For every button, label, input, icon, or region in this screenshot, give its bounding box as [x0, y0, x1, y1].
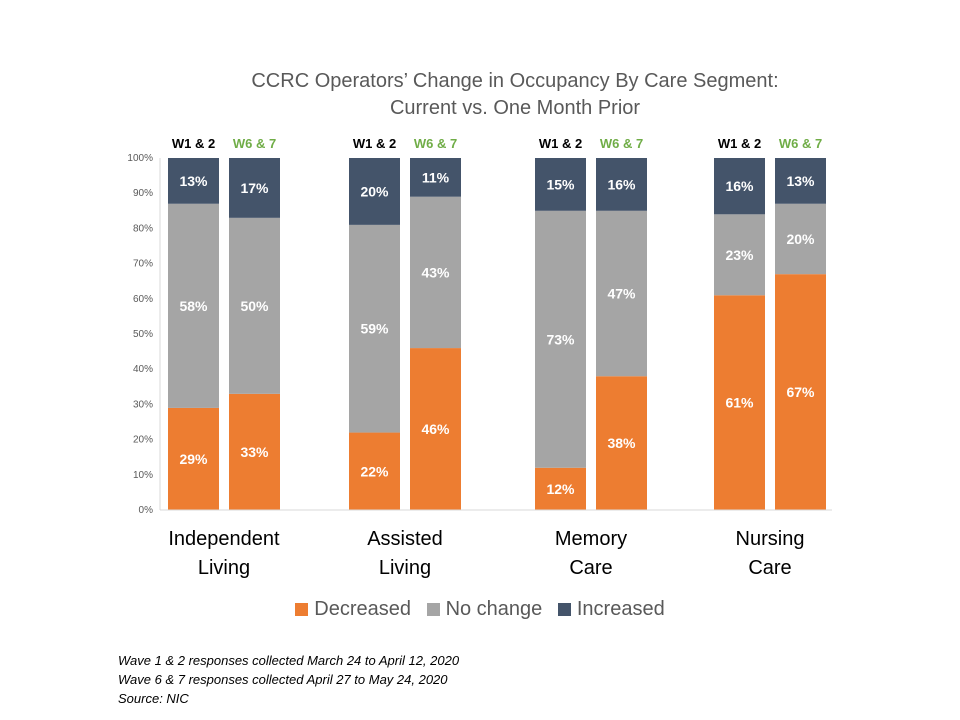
y-tick-label: 50%	[133, 329, 153, 340]
wave-label: W1 & 2	[539, 136, 582, 151]
legend-label-decreased: Decreased	[314, 598, 411, 620]
y-tick-label: 0%	[139, 505, 154, 516]
y-tick-label: 40%	[133, 364, 153, 375]
chart-title: CCRC Operators’ Change in Occupancy By C…	[200, 68, 830, 122]
bar-segment-decreased	[349, 432, 400, 510]
data-label-increased: 16%	[607, 176, 636, 192]
wave-label: W6 & 7	[600, 136, 643, 151]
data-label-decreased: 22%	[360, 463, 389, 479]
data-label-no-change: 47%	[607, 286, 636, 302]
data-label-no-change: 43%	[421, 264, 450, 280]
data-label-decreased: 38%	[607, 435, 636, 451]
category-label: Assisted Living	[325, 525, 485, 583]
bar-segment-decreased	[596, 376, 647, 510]
y-tick-label: 80%	[133, 223, 153, 234]
bar-segment-no-change	[596, 210, 647, 377]
bar-segment-no-change	[349, 224, 400, 433]
data-label-increased: 15%	[546, 176, 575, 192]
wave-label: W6 & 7	[233, 136, 276, 151]
data-label-no-change: 23%	[725, 247, 754, 263]
data-label-decreased: 61%	[725, 395, 754, 411]
footnote-source: Source: NIC	[118, 691, 189, 706]
legend-swatch-decreased	[295, 603, 309, 616]
data-label-decreased: 12%	[546, 481, 575, 497]
y-tick-label: 20%	[133, 435, 153, 446]
data-label-increased: 13%	[179, 173, 208, 189]
data-label-no-change: 50%	[240, 298, 269, 314]
data-label-no-change: 73%	[546, 331, 575, 347]
category-label-line: Living	[197, 557, 251, 579]
bar-segment-no-change	[714, 214, 765, 296]
bar-segment-no-change	[775, 203, 826, 275]
wave-label: W1 & 2	[172, 136, 215, 151]
category-label-line: Nursing	[735, 528, 805, 550]
category-label: Nursing Care	[690, 525, 850, 583]
legend-swatch-no-change	[426, 603, 440, 616]
bar-segment-increased	[229, 158, 280, 218]
footnote-wave-1-2: Wave 1 & 2 responses collected March 24 …	[118, 653, 460, 668]
bar-segment-increased	[410, 158, 461, 197]
category-label-line: Care	[748, 557, 792, 579]
data-label-decreased: 29%	[179, 451, 208, 467]
data-label-no-change: 20%	[786, 231, 815, 247]
bar-segment-no-change	[410, 196, 461, 349]
footnotes: Wave 1 & 2 responses collected March 24 …	[118, 651, 459, 708]
y-tick-label: 90%	[133, 188, 153, 199]
wave-label: W1 & 2	[353, 136, 396, 151]
bar-segment-no-change	[229, 217, 280, 394]
bar-segment-decreased	[714, 295, 765, 510]
bar-segment-decreased	[775, 274, 826, 510]
bar-segment-increased	[168, 158, 219, 204]
data-label-increased: 20%	[360, 183, 389, 199]
data-label-no-change: 58%	[179, 298, 208, 314]
bar-segment-decreased	[535, 467, 586, 510]
y-tick-label: 60%	[133, 294, 153, 305]
wave-label: W6 & 7	[779, 136, 822, 151]
wave-label: W6 & 7	[414, 136, 457, 151]
footnote-wave-6-7: Wave 6 & 7 responses collected April 27 …	[118, 672, 448, 687]
category-label: Independent Living	[144, 525, 304, 583]
data-label-decreased: 46%	[421, 421, 450, 437]
bar-segment-no-change	[168, 203, 219, 408]
category-label-line: Living	[378, 557, 432, 579]
data-label-increased: 16%	[725, 178, 754, 194]
y-tick-label: 70%	[133, 259, 153, 270]
bar-segment-increased	[714, 158, 765, 215]
legend-swatch-increased	[557, 603, 571, 616]
bar-segment-increased	[349, 158, 400, 225]
category-label-line: Assisted	[367, 528, 443, 550]
bar-segment-decreased	[168, 407, 219, 510]
legend-label-no-change: No change	[445, 598, 543, 620]
category-label-line: Care	[569, 557, 613, 579]
legend-item-no-change: No change	[426, 598, 543, 621]
data-label-increased: 11%	[422, 169, 450, 185]
legend: Decreased No change Increased	[0, 598, 960, 621]
bar-segment-increased	[775, 158, 826, 204]
y-tick-label: 30%	[133, 399, 153, 410]
legend-label-increased: Increased	[576, 598, 665, 620]
legend-item-increased: Increased	[557, 598, 665, 621]
chart-title-line-1: CCRC Operators’ Change in Occupancy By C…	[251, 70, 779, 92]
wave-label: W1 & 2	[718, 136, 761, 151]
chart-title-line-2: Current vs. One Month Prior	[389, 97, 641, 119]
data-label-increased: 17%	[240, 180, 269, 196]
bar-segment-increased	[596, 158, 647, 211]
stacked-bar-chart: 0% 10% 20% 30% 40% 50% 60% 70% 80% 90% 100% W1 & 2 2…	[127, 136, 832, 516]
bar-segment-increased	[535, 158, 586, 211]
category-label-line: Memory	[554, 528, 628, 550]
data-label-decreased: 67%	[786, 384, 815, 400]
category-label-line: Independent	[168, 528, 280, 550]
bar-segment-decreased	[410, 348, 461, 510]
data-label-increased: 13%	[786, 173, 815, 189]
data-label-decreased: 33%	[240, 444, 269, 460]
y-tick-label: 10%	[133, 470, 153, 481]
category-label: Memory Care	[511, 525, 671, 583]
bar-segment-decreased	[229, 393, 280, 510]
legend-item-decreased: Decreased	[295, 598, 411, 621]
bar-segment-no-change	[535, 210, 586, 468]
data-label-no-change: 59%	[360, 321, 389, 337]
y-tick-label: 100%	[127, 153, 153, 164]
